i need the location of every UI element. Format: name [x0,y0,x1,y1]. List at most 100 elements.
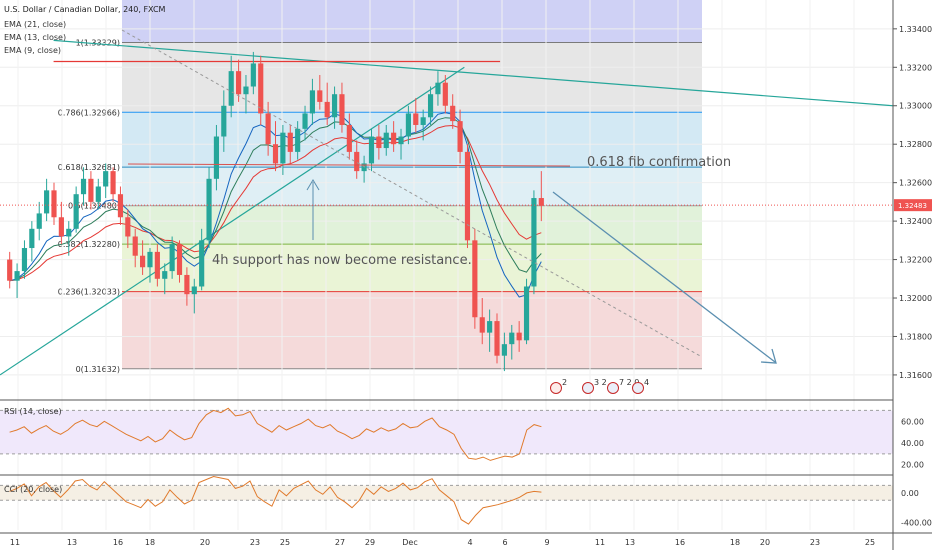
candle-body [479,317,485,333]
candlesticks [7,51,544,372]
candle [154,244,160,287]
candle [368,128,375,172]
time-tick-label: 25 [865,538,875,547]
trend-lines[interactable] [0,39,894,376]
candle-body [472,240,478,318]
candle [88,171,94,210]
cci-tick-label: -400.00 [901,519,932,528]
time-axis[interactable]: 11 13 16 18 20 23 25 27 29 Dec 4 6 9 11 13 16 18 20 23 25 [0,532,932,547]
candle [516,321,522,352]
fib-level-label: 0.236(1.32033) [58,288,120,297]
candle-body [221,105,227,137]
candle [391,121,397,152]
candle [295,121,301,160]
time-tick-label: 11 [10,538,20,547]
candle [464,144,471,249]
candle-body [154,251,160,279]
candle-body [413,113,419,125]
price-tick-label: 1.32600 [899,179,932,188]
candle-body [95,186,101,202]
time-tick-label: 25 [280,538,290,547]
candle-body [420,117,426,125]
price-tick-label: 1.33200 [899,63,932,72]
price-axis[interactable]: 1.33400 1.33200 1.33000 1.32800 1.32600 1.324… [892,0,932,550]
candle [523,278,530,345]
candle [184,267,190,306]
candle-body [287,132,293,152]
candle [80,167,87,206]
time-tick-label: 13 [67,538,77,547]
candle [280,124,286,175]
candle-body [7,259,13,281]
analyst-drawings[interactable] [0,29,893,364]
event-badge: 7 2 0 [607,378,639,394]
candle [132,228,138,268]
fib-confirmation-line [127,163,571,167]
flag-icon [607,382,619,394]
rsi-tick-label: 40.00 [901,439,924,448]
candle-body [110,171,116,195]
rsi-tick-label: 60.00 [901,417,924,426]
badge-count: 7 2 0 [619,378,639,387]
up-arrow-head [306,179,320,191]
candle [235,59,242,102]
fib-level-label: 1(1.33329) [76,38,120,47]
candle-body [339,94,345,125]
legend-ema-9: EMA (9, close) [4,46,61,55]
candle-body [199,240,205,287]
candle [140,240,146,275]
badge-count: 3 2 [594,378,607,387]
economic-event-badges[interactable]: 2 3 2 7 2 0 4 [550,378,650,394]
candle [58,201,64,245]
candle [472,228,478,329]
candle-body [376,136,382,149]
candle-body [509,332,515,345]
time-tick-label: 23 [250,538,260,547]
candle [29,221,35,262]
candle-body [538,198,544,206]
event-badge: 4 [632,378,649,394]
rsi-pane [0,399,893,461]
candle-body [391,132,397,145]
price-tick-label: 1.32800 [899,140,932,149]
time-tick-label: 29 [365,538,375,547]
candle [103,163,109,199]
candle [501,332,507,372]
candle [479,298,485,345]
candle-body [516,332,522,341]
candle-body [147,251,153,268]
time-tick-label: Dec [402,538,417,547]
candle-body [213,136,220,179]
candle-body [331,94,338,118]
candle-body [501,344,507,356]
candle [265,101,271,156]
candle-body [523,286,530,341]
candle [221,90,227,152]
candle [176,240,183,283]
candle-body [184,274,190,295]
candle [44,178,50,222]
candle [110,167,116,202]
event-badge: 2 [550,378,567,394]
candle-body [44,190,50,214]
candle-body [317,90,323,102]
candle [169,236,175,279]
price-tick-label: 1.33400 [899,25,932,34]
candle-body [125,217,131,237]
time-tick-label: 27 [335,538,345,547]
candle-body [450,105,456,122]
candle-body [169,244,175,272]
candle [287,124,293,164]
price-tick-label: 1.32400 [899,217,932,226]
candle-body [132,236,138,256]
candle-body [295,128,301,152]
candle-body [80,178,87,195]
trend-line [53,39,894,107]
candle [442,74,448,114]
candle-body [14,271,20,281]
down-arrow [552,191,776,363]
candle [117,186,124,225]
candle-body [51,190,57,218]
fibonacci-retracement[interactable]: 1(1.33329) 0.786(1.32966) 0.618(1.32681) 0.… [58,0,702,374]
candle [413,98,419,133]
